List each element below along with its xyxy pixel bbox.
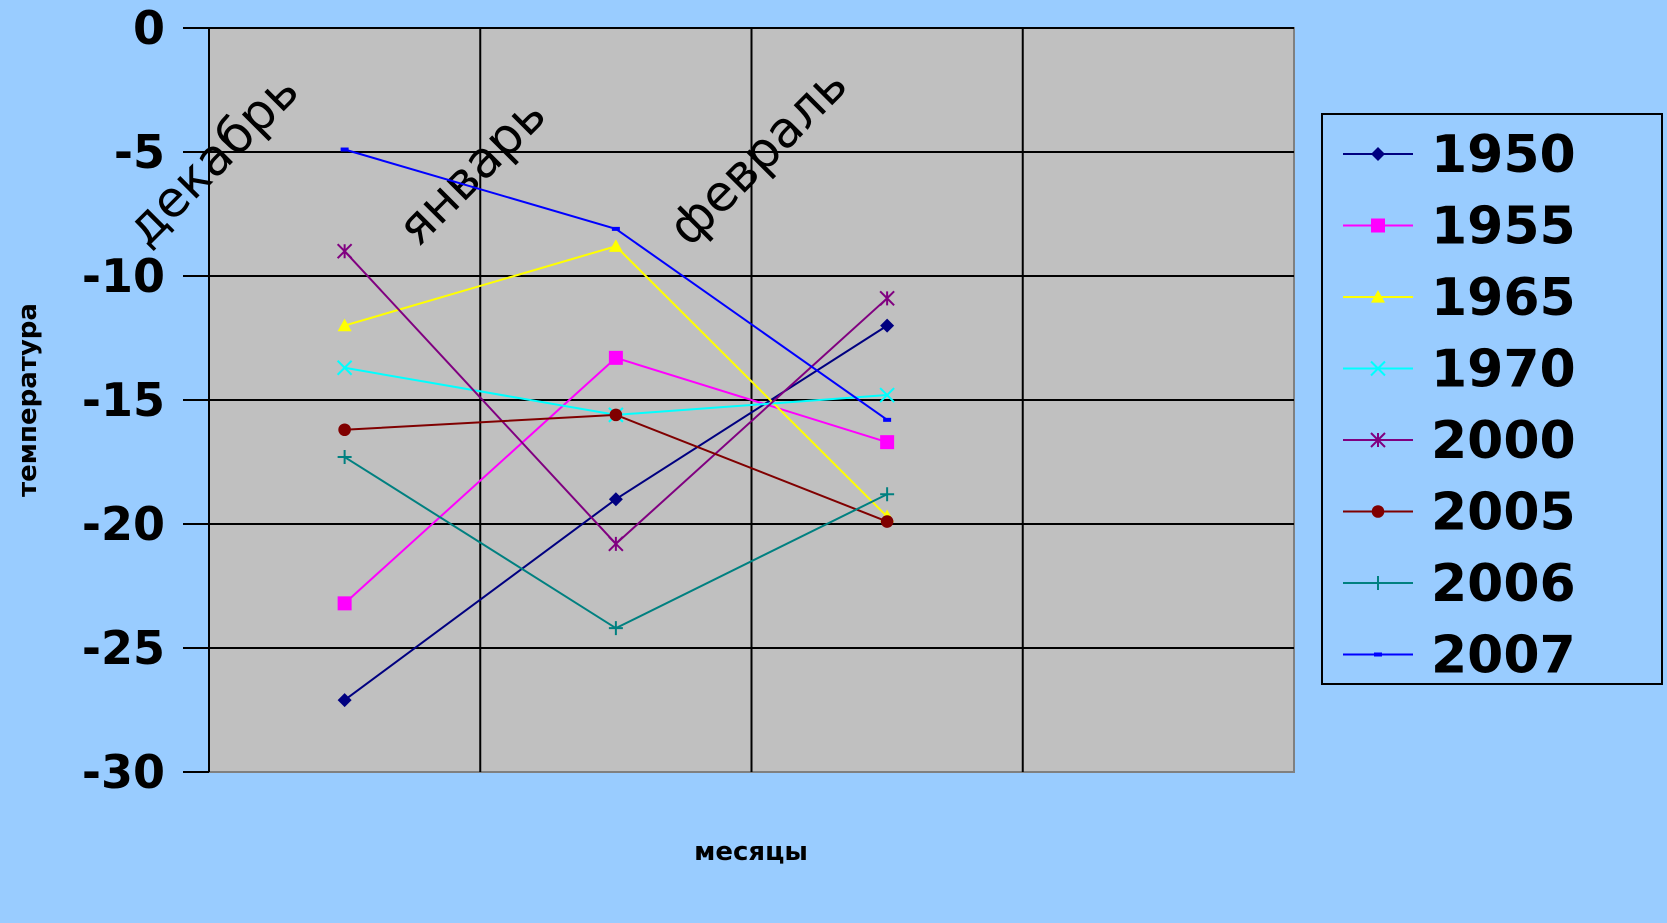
data-point (337, 450, 352, 465)
data-point (1374, 652, 1382, 657)
y-tick-label: -10 (82, 249, 165, 303)
legend-label: 2000 (1431, 411, 1576, 471)
legend-box (1321, 113, 1663, 685)
legend-label: 2005 (1431, 483, 1576, 543)
data-point (337, 693, 352, 708)
legend-item: 1970 (1343, 340, 1576, 400)
x-axis-title: месяцы (694, 837, 808, 867)
legend-label: 1965 (1431, 268, 1576, 328)
data-point (1371, 505, 1385, 518)
series-1950 (337, 318, 895, 708)
data-point (336, 360, 353, 376)
series-2006 (337, 450, 895, 636)
y-tick-label: -30 (82, 745, 165, 799)
data-point (880, 318, 895, 333)
y-axis: 0 -5 -10 -15 -20 -25 -30 (82, 1, 210, 799)
data-point (1371, 147, 1385, 161)
data-point (1371, 576, 1385, 590)
legend-item: 1950 (1343, 125, 1576, 185)
legend-label: 2006 (1431, 554, 1576, 614)
data-point (340, 147, 349, 152)
legend-item: 2007 (1343, 626, 1576, 686)
legend-item: 2005 (1343, 483, 1576, 543)
data-point (880, 515, 894, 528)
y-tick-label: -15 (82, 373, 165, 427)
legend-item: 1955 (1343, 197, 1576, 257)
legend-item: 2000 (1343, 411, 1576, 471)
legend-label: 2007 (1431, 626, 1576, 686)
data-point (337, 318, 352, 332)
data-point (608, 492, 623, 507)
data-point (611, 226, 620, 231)
series-lines (336, 147, 895, 708)
y-tick-label: -5 (114, 125, 165, 179)
data-point (338, 423, 351, 437)
series-2000 (336, 243, 895, 552)
data-point (608, 350, 623, 365)
y-tick-label: -25 (82, 621, 165, 675)
y-tick-label: -20 (82, 497, 165, 551)
data-point (337, 596, 352, 611)
legend-item: 2006 (1343, 554, 1576, 614)
y-axis-title: температура (13, 303, 43, 497)
y-tick-label: 0 (133, 1, 165, 55)
data-point (883, 417, 892, 422)
data-point (609, 408, 623, 422)
series-2005 (338, 408, 894, 528)
legend-item: 1965 (1343, 268, 1576, 328)
data-point (608, 621, 623, 636)
gridlines (209, 27, 1294, 772)
data-point (879, 387, 895, 403)
legend-label: 1950 (1431, 125, 1576, 185)
legend-label: 1955 (1431, 197, 1576, 257)
data-point (608, 239, 623, 252)
series-2007 (340, 147, 892, 422)
data-point (1371, 218, 1385, 233)
data-point (879, 290, 895, 307)
series-1955 (337, 350, 895, 611)
data-point (608, 536, 624, 552)
data-point (1371, 290, 1385, 303)
data-point (1370, 360, 1386, 377)
data-point (336, 243, 353, 259)
legend: 1950 1955 1965 1970 2000 2005 2006 2007 (1343, 125, 1576, 686)
data-point (1370, 432, 1386, 448)
data-point (880, 435, 895, 450)
data-point (880, 487, 895, 502)
legend-label: 1970 (1431, 340, 1576, 400)
